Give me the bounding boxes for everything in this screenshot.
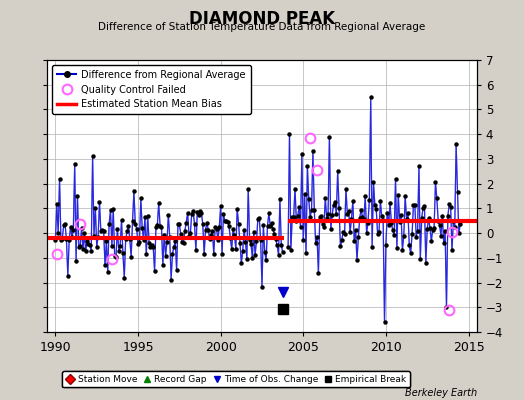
- Text: Berkeley Earth: Berkeley Earth: [405, 388, 477, 398]
- Text: Difference of Station Temperature Data from Regional Average: Difference of Station Temperature Data f…: [99, 22, 425, 32]
- Text: DIAMOND PEAK: DIAMOND PEAK: [189, 10, 335, 28]
- Legend: Station Move, Record Gap, Time of Obs. Change, Empirical Break: Station Move, Record Gap, Time of Obs. C…: [62, 371, 410, 387]
- Y-axis label: Monthly Temperature Anomaly Difference (°C): Monthly Temperature Anomaly Difference (…: [522, 75, 524, 317]
